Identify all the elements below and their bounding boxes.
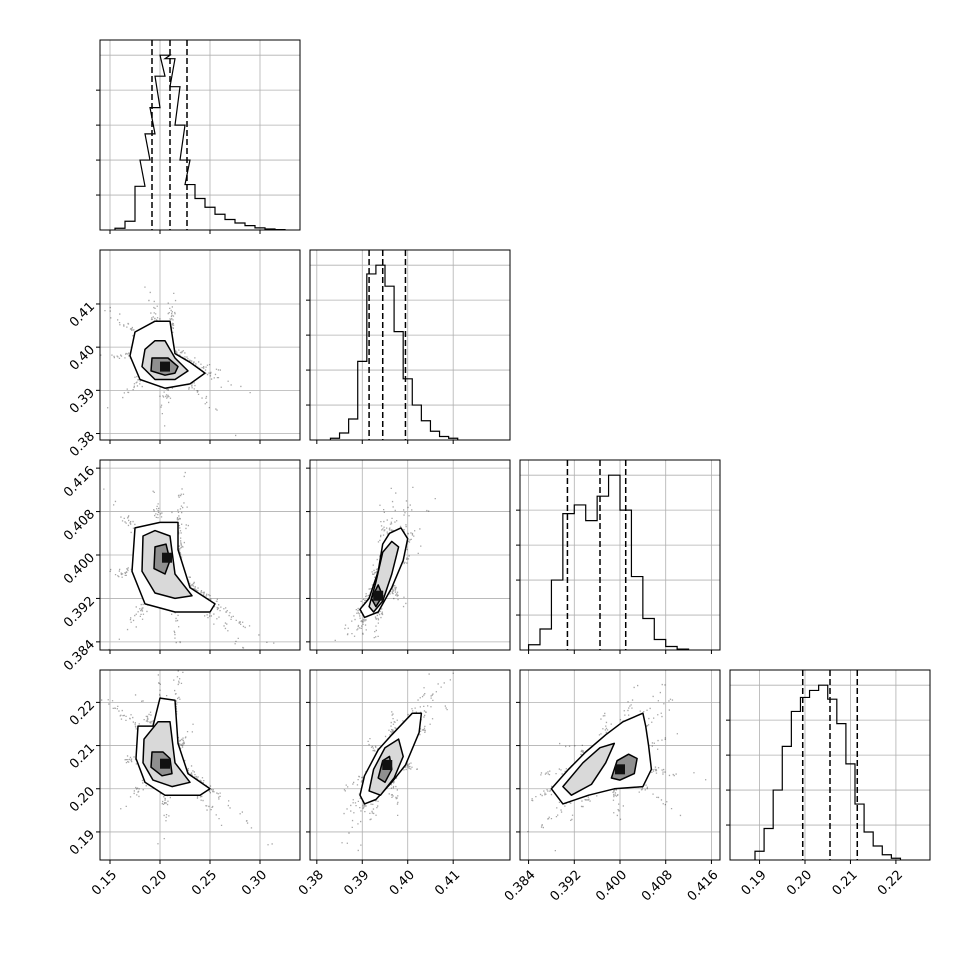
x-tick-label: 0.41 — [432, 868, 463, 899]
x-tick-label: 0.408 — [639, 868, 676, 905]
density-peak — [373, 590, 384, 601]
x-tick-label: 0.20 — [139, 868, 170, 899]
y-tick-label: 0.22 — [67, 698, 98, 729]
panel-frame — [519, 669, 721, 861]
hist-panel — [516, 459, 721, 654]
scatter-panel — [96, 249, 301, 444]
y-tick-label: 0.40 — [67, 343, 98, 374]
panel-frame — [99, 39, 301, 231]
x-tick-label: 0.22 — [875, 868, 906, 899]
x-tick-label: 0.15 — [89, 868, 120, 899]
plot-area — [100, 286, 251, 437]
scatter-panel — [96, 459, 301, 654]
plot-area — [341, 672, 454, 852]
scatter-points — [103, 471, 280, 650]
panel-frame — [99, 249, 301, 441]
contour-level — [562, 742, 616, 796]
panel-frame — [309, 459, 511, 651]
density-peak — [382, 760, 393, 770]
x-tick-label: 0.20 — [784, 868, 815, 899]
plot-area — [103, 471, 280, 650]
x-tick-label: 0.416 — [685, 868, 722, 905]
panel-frame — [309, 669, 511, 861]
y-tick-label: 0.408 — [61, 507, 98, 544]
hist-panel — [306, 249, 511, 444]
density-peak — [615, 764, 625, 775]
density-peak — [160, 361, 170, 372]
hist-bars — [114, 54, 286, 231]
x-tick-label: 0.38 — [296, 868, 327, 899]
x-tick-label: 0.21 — [830, 868, 861, 899]
x-tick-label: 0.30 — [239, 868, 270, 899]
scatter-panel — [306, 459, 511, 654]
x-tick-label: 0.40 — [387, 868, 418, 899]
hist-bars — [329, 264, 459, 440]
y-tick-label: 0.400 — [61, 550, 98, 587]
hist-panel — [726, 669, 931, 864]
x-tick-label: 0.39 — [341, 868, 372, 899]
plot-area — [527, 683, 707, 852]
panels-layer: 0.15 0.20 0.25 0.30 0.38 0.39 0.40 0.41 0.384 0.3… — [61, 39, 931, 905]
panel-frame — [99, 669, 301, 861]
y-tick-label: 0.20 — [67, 784, 98, 815]
hist-bars — [527, 474, 690, 650]
panel-frame — [309, 249, 511, 441]
plot-area — [334, 486, 436, 641]
scatter-points — [101, 670, 273, 846]
plot-area — [101, 670, 273, 846]
y-tick-label: 0.39 — [67, 386, 98, 417]
y-tick-label: 0.392 — [61, 594, 98, 631]
y-tick-label: 0.384 — [61, 637, 98, 674]
y-tick-label: 0.41 — [67, 299, 98, 330]
x-tick-label: 0.25 — [189, 868, 220, 899]
panel-frame — [519, 459, 721, 651]
y-tick-label: 0.38 — [67, 429, 98, 460]
y-tick-label: 0.21 — [67, 741, 98, 772]
scatter-panel — [516, 669, 721, 864]
scatter-panel — [306, 669, 511, 864]
x-tick-label: 0.19 — [739, 868, 770, 899]
y-tick-label: 0.19 — [67, 827, 98, 858]
density-peak — [160, 758, 170, 769]
hist-bars — [754, 684, 902, 860]
x-tick-label: 0.392 — [548, 868, 585, 905]
scatter-panel — [96, 669, 301, 864]
panel-frame — [99, 459, 301, 651]
y-tick-label: 0.416 — [61, 464, 98, 501]
density-peak — [162, 552, 172, 563]
x-tick-label: 0.384 — [502, 868, 539, 905]
hist-panel — [96, 39, 301, 234]
x-tick-label: 0.400 — [593, 868, 630, 905]
panel-frame — [729, 669, 931, 861]
